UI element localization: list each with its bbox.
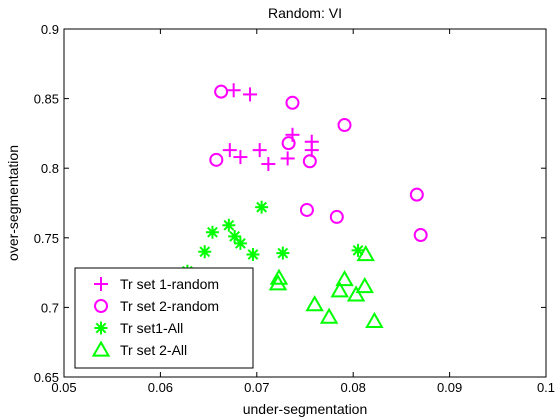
x-tick-label: 0.1 [537, 380, 555, 395]
legend-label: Tr set 2-All [120, 342, 187, 358]
tick-labels: 0.05 0.06 0.07 0.08 0.09 0.1 0.65 0.7 0.75 0.8 0.8… [34, 22, 555, 395]
legend-item: Tr set 2-All [91, 340, 187, 358]
chart-title: Random: VI [268, 5, 342, 21]
data-point-asterisk [198, 245, 212, 259]
series-triangle [268, 244, 384, 328]
legend-label: Tr set1-All [120, 320, 183, 336]
y-axis-title: over-segmentation [5, 145, 21, 261]
data-point-triangle [305, 295, 324, 312]
data-point-plus [243, 87, 258, 102]
y-tick-label: 0.65 [34, 370, 59, 385]
y-tick-label: 0.7 [41, 300, 59, 315]
y-tick-label: 0.8 [41, 161, 59, 176]
y-tick-label: 0.9 [41, 22, 59, 37]
legend-item: Tr set 1-random [94, 276, 219, 292]
data-point-triangle [355, 277, 374, 294]
series-plus [222, 83, 319, 172]
data-point-asterisk [222, 218, 236, 232]
data-point-asterisk [246, 248, 260, 262]
data-point-circle [409, 187, 424, 202]
legend-label: Tr set 2-random [120, 298, 219, 314]
data-point-circle [214, 84, 229, 99]
data-point-circle [285, 95, 300, 110]
legend-item: Tr set1-All [94, 320, 183, 336]
data-point-circle [281, 136, 296, 151]
data-point-circle [209, 152, 224, 167]
series-circle [209, 84, 428, 243]
legend: Tr set 1-random Tr set 2-random Tr set1-Al… [74, 267, 254, 369]
y-tick-label: 0.85 [34, 92, 59, 107]
x-axis-title: under-segmentation [243, 401, 368, 417]
data-point-plus [233, 150, 248, 165]
data-point-circle [329, 209, 344, 224]
data-point-circle [302, 154, 317, 169]
data-point-circle [299, 202, 314, 217]
legend-marker-plus [94, 277, 108, 291]
data-point-plus [226, 83, 241, 98]
x-tick-label: 0.06 [148, 380, 173, 395]
data-point-triangle [335, 270, 354, 287]
data-point-triangle [365, 311, 384, 328]
legend-item: Tr set 2-random [94, 298, 219, 314]
y-tick-label: 0.75 [34, 231, 59, 246]
x-tick-label: 0.09 [437, 380, 462, 395]
data-point-triangle [319, 307, 339, 324]
data-point-asterisk [205, 225, 219, 239]
data-point-plus [261, 157, 276, 172]
data-point-triangle [356, 244, 375, 262]
data-point-triangle [269, 268, 289, 285]
x-tick-label: 0.07 [244, 380, 269, 395]
data-point-asterisk [276, 246, 290, 260]
data-point-asterisk [255, 200, 269, 214]
legend-marker-circle [94, 299, 108, 313]
data-point-circle [337, 118, 352, 133]
x-tick-label: 0.08 [341, 380, 366, 395]
data-point-plus [252, 143, 267, 158]
x-tick-label: 0.05 [51, 380, 76, 395]
legend-marker-asterisk [94, 321, 108, 335]
data-point-circle [413, 228, 428, 243]
data-point-plus [222, 143, 237, 158]
data-point-triangle [330, 281, 349, 298]
data-point-asterisk [233, 236, 247, 250]
data-point-triangle [268, 274, 288, 291]
data-point-plus [280, 151, 295, 166]
legend-marker-triangle [91, 340, 111, 357]
legend-label: Tr set 1-random [120, 276, 219, 292]
data-point-triangle [346, 285, 366, 302]
axis-ticks [63, 28, 547, 378]
data-point-asterisk [351, 243, 365, 257]
